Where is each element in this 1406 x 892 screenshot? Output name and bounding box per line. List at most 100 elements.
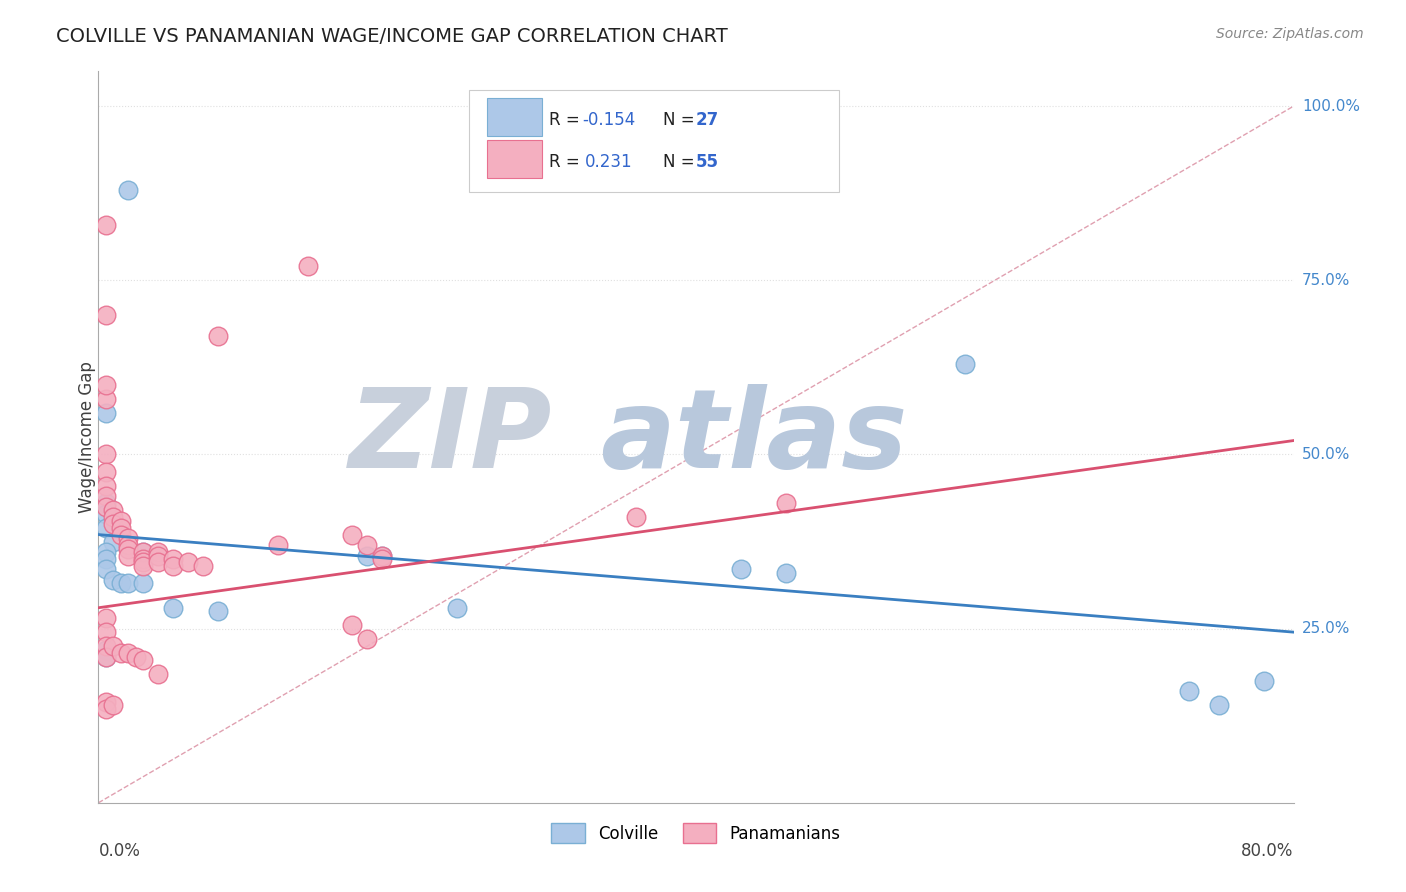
Point [356,549,378,563]
Text: 50.0%: 50.0% [1302,447,1350,462]
Point [103,503,125,517]
Text: Source: ZipAtlas.com: Source: ZipAtlas.com [1216,27,1364,41]
Point [94,496,117,510]
Text: 27: 27 [696,111,720,129]
Point [110,576,132,591]
Point [103,510,125,524]
Text: N =: N = [662,153,699,170]
Point [371,552,394,566]
Text: 75.0%: 75.0% [1302,273,1350,288]
Point [132,545,155,559]
Point [117,646,139,660]
Point [94,702,117,716]
Point [371,549,394,563]
Point [177,556,200,570]
Point [94,545,117,559]
Text: R =: R = [548,111,585,129]
Point [148,556,170,570]
Text: 100.0%: 100.0% [1302,99,1360,113]
Point [117,576,139,591]
Point [117,538,139,552]
Point [94,562,117,576]
Point [1208,698,1230,713]
FancyBboxPatch shape [470,90,839,192]
FancyBboxPatch shape [486,98,541,136]
Point [94,521,117,535]
Point [94,639,117,653]
Point [94,500,117,514]
Point [207,604,229,618]
Y-axis label: Wage/Income Gap: Wage/Income Gap [79,361,96,513]
Text: 80.0%: 80.0% [1241,842,1294,860]
Point [132,576,155,591]
Point [94,489,117,503]
Point [132,545,155,559]
Point [94,507,117,521]
Point [94,308,117,322]
Point [342,618,364,632]
Point [1178,684,1201,698]
Text: R =: R = [548,153,591,170]
Point [775,496,797,510]
Text: -0.154: -0.154 [582,111,636,129]
Point [94,465,117,479]
Point [103,517,125,532]
Point [356,632,378,646]
Point [148,545,170,559]
Point [117,541,139,556]
Point [94,625,117,640]
Point [267,538,290,552]
Point [446,600,468,615]
Point [162,558,184,573]
Point [1253,673,1275,688]
Point [132,556,155,570]
Point [117,549,139,563]
Point [103,573,125,587]
Point [94,611,117,625]
Point [191,558,214,573]
Point [94,695,117,709]
Point [110,646,132,660]
Point [297,260,319,274]
Point [162,552,184,566]
Point [94,552,117,566]
Point [94,649,117,664]
Point [342,527,364,541]
FancyBboxPatch shape [486,140,541,178]
Point [94,218,117,232]
Point [125,649,148,664]
Legend: Colville, Panamanians: Colville, Panamanians [544,817,848,849]
Point [132,552,155,566]
Point [94,448,117,462]
Point [94,479,117,493]
Text: COLVILLE VS PANAMANIAN WAGE/INCOME GAP CORRELATION CHART: COLVILLE VS PANAMANIAN WAGE/INCOME GAP C… [56,27,728,45]
Point [110,527,132,541]
Point [356,538,378,552]
Text: 0.231: 0.231 [585,153,633,170]
Point [162,600,184,615]
Point [117,531,139,545]
Point [371,549,394,563]
Point [94,406,117,420]
Point [103,698,125,713]
Point [110,514,132,528]
Point [94,649,117,664]
Text: ZIP: ZIP [349,384,553,491]
Point [117,183,139,197]
Point [132,653,155,667]
Point [110,521,132,535]
Text: atlas: atlas [600,384,908,491]
Text: 55: 55 [696,153,718,170]
Text: 0.0%: 0.0% [98,842,141,860]
Point [775,566,797,580]
Point [94,377,117,392]
Point [730,562,752,576]
Point [103,534,125,549]
Point [103,639,125,653]
Point [148,549,170,563]
Point [207,329,229,343]
Point [94,642,117,657]
Point [626,510,648,524]
Text: N =: N = [662,111,699,129]
Point [94,392,117,406]
